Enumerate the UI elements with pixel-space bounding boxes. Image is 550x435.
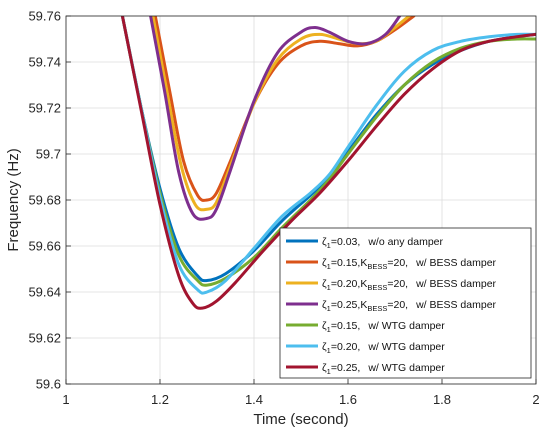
legend-entry-zeta-0-15-bess: ζ1=0.15,KBESS=20, w/ BESS damper: [286, 257, 497, 271]
legend-label-zeta: ζ: [322, 257, 327, 269]
y-tick-label: 59.62: [28, 331, 61, 346]
legend-label-zeta: ζ: [322, 320, 327, 332]
y-tick-label: 59.6: [36, 377, 61, 392]
legend-label-kval: =20,: [387, 278, 408, 290]
legend-entry-zeta-0-25-wtg: ζ1=0.25, w/ WTG damper: [286, 362, 445, 376]
legend-label-desc: w/ BESS damper: [415, 257, 496, 269]
y-tick-label: 59.66: [28, 239, 61, 254]
legend-label-sub: 1: [327, 304, 331, 313]
x-tick-label: 1: [62, 392, 69, 407]
legend-label: ζ1=0.20, w/ WTG damper: [322, 341, 445, 355]
y-tick-label: 59.68: [28, 193, 61, 208]
legend-label-sub: 1: [327, 283, 331, 292]
series-line-zeta-0-15-wtg: [120, 16, 536, 287]
legend-label-value: =0.03,: [331, 236, 361, 248]
y-tick-label: 59.72: [28, 101, 61, 116]
legend-label: ζ1=0.15, w/ WTG damper: [322, 320, 445, 334]
legend-label-kval: =20,: [387, 299, 408, 311]
series-line-zeta-0-20-wtg: [120, 16, 536, 295]
legend-label: ζ1=0.15,KBESS=20, w/ BESS damper: [322, 257, 497, 271]
series-line-zeta-0-25-bess: [149, 16, 402, 221]
legend-label-zeta: ζ: [322, 362, 327, 374]
legend-label: ζ1=0.25,KBESS=20, w/ BESS damper: [322, 299, 497, 313]
x-tick-label: 1.6: [339, 392, 357, 407]
legend-label-sub: 1: [327, 325, 331, 334]
legend-label-value: =0.15,: [331, 257, 361, 269]
legend-label-desc: w/o any damper: [367, 236, 443, 248]
y-axis-label: Frequency (Hz): [5, 148, 22, 251]
legend-label-k: K: [360, 299, 367, 311]
legend-label-desc: w/ WTG damper: [367, 320, 445, 332]
legend-label: ζ1=0.25, w/ WTG damper: [322, 362, 445, 376]
legend-label-value: =0.20,: [331, 278, 361, 290]
legend-label-sub: 1: [327, 262, 331, 271]
legend-label-sub: 1: [327, 241, 331, 250]
legend-entry-zeta-0-25-bess: ζ1=0.25,KBESS=20, w/ BESS damper: [286, 299, 497, 313]
y-tick-label: 59.64: [28, 285, 61, 300]
y-tick-label: 59.74: [28, 55, 61, 70]
legend-label: ζ1=0.03, w/o any damper: [322, 236, 444, 250]
legend-label-kval: =20,: [387, 257, 408, 269]
x-axis-ticks: 1 1.2 1.4 1.6 1.8 2: [62, 379, 540, 407]
legend-entry-zeta-0-20-wtg: ζ1=0.20, w/ WTG damper: [286, 341, 445, 355]
x-tick-label: 1.4: [245, 392, 263, 407]
legend-label-desc: w/ BESS damper: [415, 299, 496, 311]
legend-label-sub: 1: [327, 367, 331, 376]
legend-label-value: =0.15,: [331, 320, 361, 332]
legend-label-value: =0.25,: [331, 362, 361, 374]
legend-label-ksub: BESS: [367, 262, 387, 271]
x-tick-label: 2: [532, 392, 539, 407]
y-axis-ticks: 59.6 59.62 59.64 59.66 59.68 59.7 59.72 59.74 59…: [28, 9, 71, 392]
legend-label-value: =0.20,: [331, 341, 361, 353]
legend-label-k: K: [360, 278, 367, 290]
legend-label-value: =0.25,: [331, 299, 361, 311]
series-line-zeta-0-25-wtg: [120, 16, 536, 310]
y-tick-label: 59.7: [36, 147, 61, 162]
legend-label-k: K: [360, 257, 367, 269]
series-layer: [120, 16, 536, 310]
legend-label-zeta: ζ: [322, 341, 327, 353]
y-tick-label: 59.76: [28, 9, 61, 24]
x-axis-label: Time (second): [253, 411, 348, 428]
legend-label-ksub: BESS: [367, 283, 387, 292]
legend-entry-zeta-0-15-wtg: ζ1=0.15, w/ WTG damper: [286, 320, 445, 334]
legend-box: [279, 227, 532, 379]
legend-label-desc: w/ BESS damper: [415, 278, 496, 290]
legend-label: ζ1=0.20,KBESS=20, w/ BESS damper: [322, 278, 497, 292]
legend-label-zeta: ζ: [322, 299, 327, 311]
legend-label-desc: w/ WTG damper: [367, 341, 445, 353]
legend-entry-zeta-0-20-bess: ζ1=0.20,KBESS=20, w/ BESS damper: [286, 278, 497, 292]
legend-label-zeta: ζ: [322, 278, 327, 290]
legend-label-desc: w/ WTG damper: [367, 362, 445, 374]
legend-label-ksub: BESS: [367, 304, 387, 313]
x-tick-label: 1.8: [433, 392, 451, 407]
legend-entry-zeta-0-03-no-damper: ζ1=0.03, w/o any damper: [286, 236, 444, 250]
x-tick-label: 1.2: [151, 392, 169, 407]
legend-label-sub: 1: [327, 346, 331, 355]
legend-label-zeta: ζ: [322, 236, 327, 248]
